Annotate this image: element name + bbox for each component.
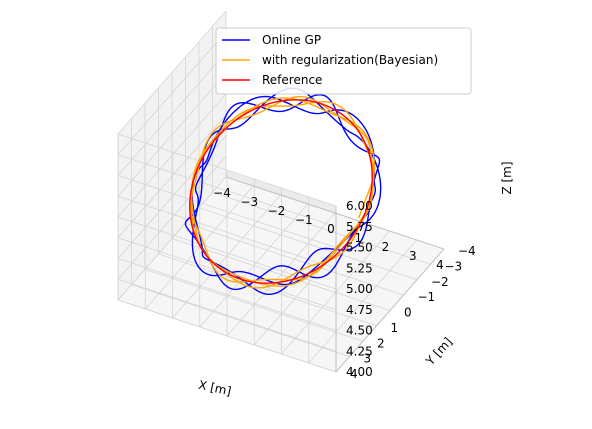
y-axis-line	[335, 248, 445, 373]
grid-line-z-back	[117, 175, 337, 248]
x-tick-label: −4	[213, 186, 231, 200]
legend-label-bayesian: with regularization(Bayesian)	[262, 53, 438, 67]
legend-box	[215, 27, 472, 95]
grid-line-z-back	[117, 133, 337, 207]
grid-line-z-side	[117, 72, 227, 197]
z-tick-label: 5.00	[346, 282, 373, 296]
x-tick-label: 1	[354, 231, 362, 245]
grid-line-z-back	[117, 278, 337, 352]
grid-line-y-floor	[158, 253, 377, 327]
grid-line-y-floor	[212, 191, 431, 265]
series-line-2	[189, 99, 373, 284]
grid-line-z-side	[117, 176, 227, 301]
grid-line-z-side	[117, 31, 227, 156]
y-tick-label: 4	[350, 367, 358, 381]
series-line-0	[184, 87, 382, 295]
z-tick-label: 4.00	[346, 365, 373, 379]
grid-line-z-back	[117, 195, 337, 269]
x-tick-label: 2	[382, 240, 390, 254]
grid-line-z-side	[117, 10, 227, 135]
legend-label-reference: Reference	[262, 73, 322, 87]
series-lines	[184, 87, 382, 295]
legend: Online GP with regularization(Bayesian) …	[215, 27, 472, 95]
x-tick-label: 0	[327, 222, 335, 236]
y-tick-label: 2	[377, 336, 385, 350]
y-tick-label: 3	[364, 352, 372, 366]
x-axis-label: X [m]	[197, 378, 232, 399]
y-axis-label: Y [m]	[422, 335, 455, 369]
grid-line-z-back	[117, 299, 337, 373]
z-tick-label: 5.75	[346, 220, 373, 234]
grid-line-z-side	[117, 155, 227, 280]
x-axis-line	[225, 176, 445, 250]
grid-line-z-back	[117, 154, 337, 228]
legend-label-online-gp: Online GP	[262, 33, 321, 47]
y-tick-label: −4	[458, 244, 476, 258]
x-tick-label: −3	[240, 195, 258, 209]
x-tick-label: 4	[436, 258, 444, 272]
z-axis-label: Z [m]	[500, 161, 514, 194]
tick-labels: −4−3−2−101234−4−3−2−1012344.004.254.504.…	[213, 186, 476, 381]
y-tick-label: −3	[445, 259, 463, 273]
z-tick-label: 5.50	[346, 241, 373, 255]
y-tick-label: 1	[391, 321, 399, 335]
grid-line-y-floor	[131, 284, 350, 358]
grid-line-y-floor	[171, 238, 391, 311]
y-tick-label: −1	[418, 290, 436, 304]
z-tick-label: 6.00	[346, 199, 373, 213]
x-tick-label: −1	[295, 213, 313, 227]
x-tick-label: −2	[268, 204, 286, 218]
z-tick-label: 5.25	[346, 261, 373, 275]
grid-line-y-floor	[185, 222, 404, 296]
x-tick-label: 3	[409, 249, 417, 263]
z-tick-label: 4.25	[346, 344, 373, 358]
grid-line-z-side	[117, 114, 227, 239]
y-tick-label: −2	[431, 275, 449, 289]
z-tick-label: 4.50	[346, 324, 373, 338]
grid-line-y-floor	[144, 268, 364, 342]
y-tick-label: 0	[404, 306, 412, 320]
grid-line-z-side	[117, 93, 227, 218]
grid-line-z-side	[117, 52, 227, 176]
z-tick-label: 4.75	[346, 303, 373, 317]
grid-line-z-back	[117, 258, 337, 331]
grid-line-y-floor	[198, 207, 418, 281]
